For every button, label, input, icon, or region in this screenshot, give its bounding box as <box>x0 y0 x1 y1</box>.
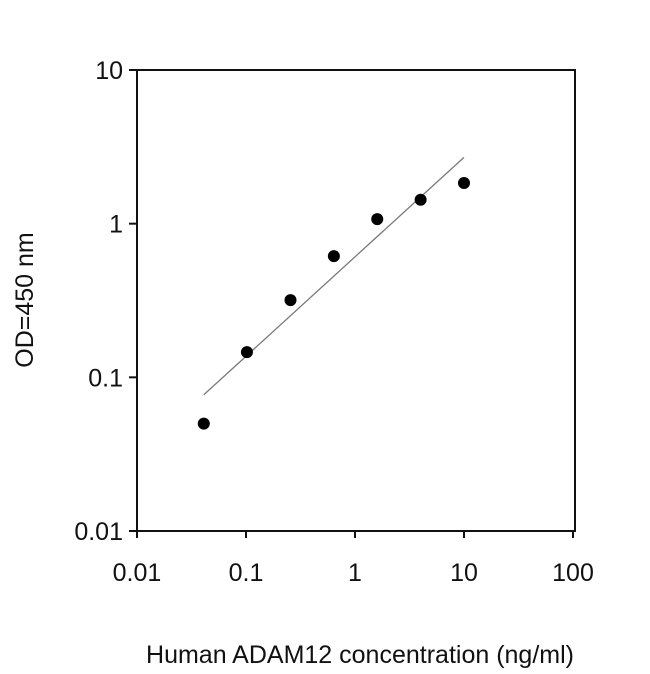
data-point <box>327 250 340 263</box>
y-tick-label: 1 <box>109 211 123 239</box>
fit-line <box>203 156 465 396</box>
data-points <box>197 176 470 430</box>
x-axis-ticks: 0.01 0.1 1 10 100 <box>113 531 594 587</box>
data-point <box>240 346 253 359</box>
y-axis-title: OD=450 nm <box>11 232 39 368</box>
x-axis-title: Human ADAM12 concentration (ng/ml) <box>146 641 574 669</box>
x-tick-label: 1 <box>348 559 362 587</box>
y-tick-label: 0.01 <box>74 518 123 546</box>
data-point <box>284 294 297 307</box>
data-point <box>371 213 384 226</box>
x-tick-label: 0.1 <box>229 559 264 587</box>
x-tick-label: 10 <box>450 559 478 587</box>
y-axis-ticks: 0.01 0.1 1 10 <box>74 57 137 546</box>
y-tick-label: 10 <box>95 57 123 85</box>
x-tick-label: 0.01 <box>113 559 162 587</box>
data-point <box>414 193 427 206</box>
plot-frame <box>136 69 576 532</box>
y-tick-label: 0.1 <box>88 364 123 392</box>
data-point <box>197 417 210 430</box>
x-tick-label: 100 <box>552 559 594 587</box>
data-point <box>458 176 470 189</box>
